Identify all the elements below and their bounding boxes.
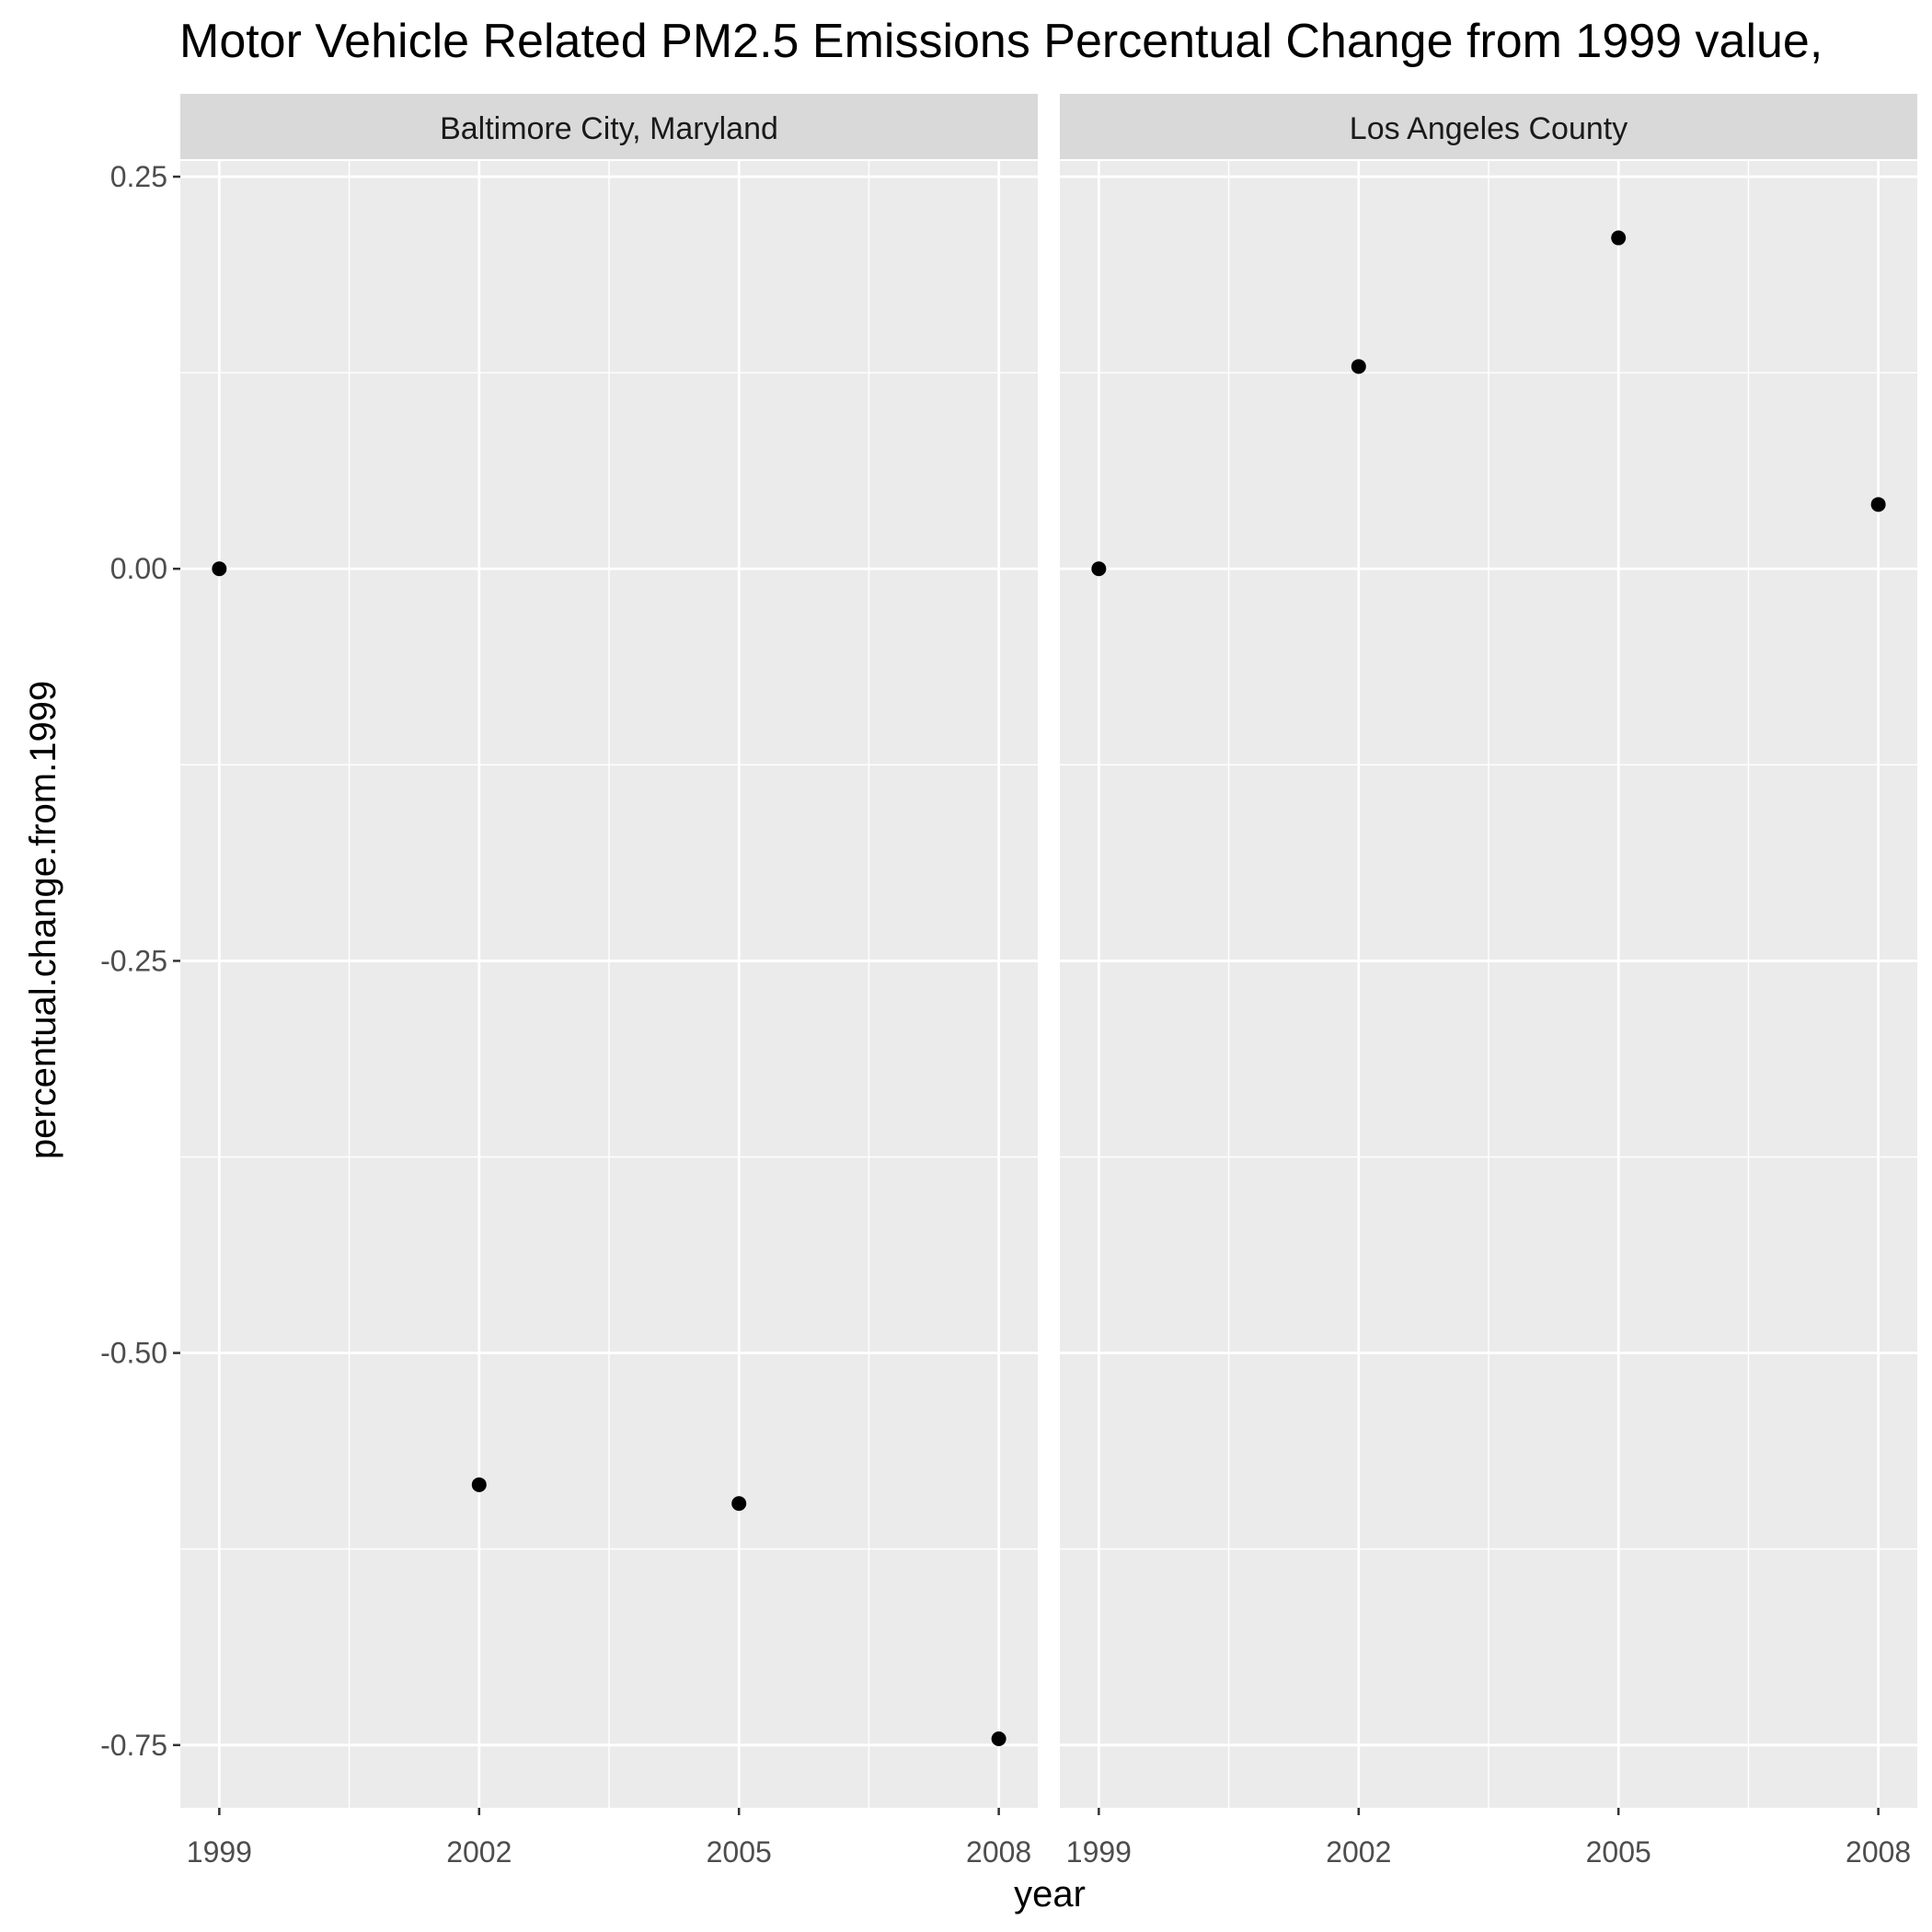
- x-tick-label: 2002: [446, 1835, 512, 1869]
- x-axis-title: year: [1014, 1874, 1086, 1915]
- data-point: [1091, 561, 1107, 577]
- facet-strip: [180, 94, 1038, 159]
- y-tick-label: -0.25: [100, 944, 167, 977]
- data-point: [731, 1496, 747, 1512]
- facet-panels: Baltimore City, Maryland 1999 2002 2005 2008…: [180, 94, 1917, 1869]
- data-point: [1870, 497, 1886, 512]
- x-tick-label: 2008: [1846, 1835, 1911, 1869]
- x-tick-label: 2008: [966, 1835, 1031, 1869]
- facet-strip-label: Baltimore City, Maryland: [440, 111, 778, 146]
- x-tick-label: 1999: [187, 1835, 252, 1869]
- y-tick-label: 0.00: [110, 552, 167, 585]
- facet-strip-label: Los Angeles County: [1350, 111, 1627, 146]
- y-axis: 0.25 0.00 -0.25 -0.50 -0.75: [100, 160, 180, 1762]
- y-tick-label: -0.75: [100, 1729, 167, 1762]
- x-tick-label: 2005: [1586, 1835, 1651, 1869]
- y-tick-label: -0.50: [100, 1337, 167, 1370]
- x-tick-label: 2002: [1326, 1835, 1391, 1869]
- y-axis-title: percentual.change.from.1999: [23, 681, 63, 1159]
- y-tick-label: 0.25: [110, 160, 167, 193]
- chart-title: Motor Vehicle Related PM2.5 Emissions Pe…: [179, 15, 1823, 68]
- x-tick-label: 2005: [707, 1835, 772, 1869]
- facet-1: Baltimore City, Maryland 1999 2002 2005 2008: [180, 94, 1038, 1869]
- x-tick-label: 1999: [1066, 1835, 1132, 1869]
- data-point: [471, 1477, 487, 1492]
- facet-strip: [1060, 94, 1917, 159]
- data-point: [1611, 230, 1627, 246]
- data-point: [991, 1731, 1006, 1746]
- data-point: [212, 561, 227, 577]
- data-point: [1351, 359, 1366, 374]
- facet-2: Los Angeles County 1999 2002 2005 2008: [1060, 94, 1917, 1869]
